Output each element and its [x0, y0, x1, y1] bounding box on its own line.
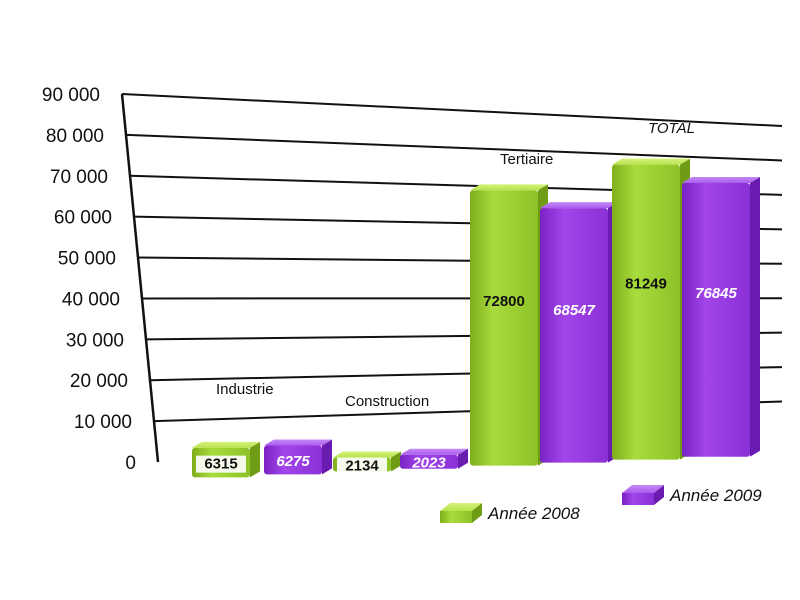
- bar-top-face: [400, 448, 468, 455]
- legend-label: Année 2008: [487, 504, 580, 523]
- y-tick-label: 90 000: [42, 85, 100, 106]
- bar-3-0: 81249: [612, 158, 690, 460]
- category-label: Construction: [345, 393, 429, 410]
- legend-swatch-top: [440, 503, 482, 511]
- bar-top-face: [470, 184, 548, 191]
- bar-top-face: [333, 451, 401, 458]
- legend-swatch-side: [654, 485, 664, 505]
- value-label: 68547: [553, 302, 595, 319]
- bar-top-face: [682, 176, 760, 183]
- bar-front-face: [612, 164, 680, 460]
- category-label: TOTAL: [648, 120, 695, 137]
- bar-3-1: 76845: [682, 176, 760, 457]
- y-tick-label: 30 000: [66, 330, 124, 351]
- value-label: 2134: [345, 458, 379, 475]
- value-label: 6315: [204, 456, 237, 473]
- bar-front-face: [264, 445, 322, 475]
- value-label-backdrop: [196, 455, 246, 473]
- bar-side-face: [391, 451, 401, 472]
- legend-swatch: [622, 493, 654, 505]
- bar-side-face: [250, 441, 260, 478]
- y-tick-label: 20 000: [70, 371, 128, 392]
- legend: Année 2008 Année 2009: [440, 485, 762, 523]
- category-label: Industrie: [216, 381, 274, 398]
- y-axis: 0 10 000 20 000 30 000 40 000 50 000 60 000 70 …: [42, 85, 160, 474]
- bar-front-face: [540, 208, 608, 463]
- bar-side-face: [750, 176, 760, 457]
- legend-item-0: Année 2008: [440, 503, 580, 523]
- y-tick-label: 80 000: [46, 126, 104, 147]
- legend-label: Année 2009: [669, 486, 762, 505]
- y-tick-label: 40 000: [62, 289, 120, 310]
- bar-top-face: [264, 439, 332, 446]
- legend-swatch: [440, 511, 472, 523]
- y-tick-label: 60 000: [54, 208, 112, 229]
- y-axis-line: [120, 93, 160, 463]
- value-label-backdrop: [337, 457, 387, 475]
- legend-item-1: Année 2009: [622, 485, 762, 505]
- gridlines: [121, 93, 783, 423]
- bar-front-face: [682, 182, 750, 457]
- bar-front-face: [400, 454, 458, 469]
- bar-top-face: [540, 202, 618, 209]
- value-label: 81249: [625, 276, 667, 293]
- gridline: [121, 93, 783, 127]
- bar-front-face: [470, 190, 538, 466]
- bar-top-face: [192, 441, 260, 448]
- y-tick-label: 50 000: [58, 249, 116, 270]
- legend-swatch-top: [622, 485, 664, 493]
- legend-swatch-side: [472, 503, 482, 523]
- bar-0-1: 6275: [264, 439, 332, 475]
- value-label: 6275: [276, 453, 310, 470]
- bar-2-1: 68547: [540, 202, 618, 463]
- y-tick-label: 0: [125, 453, 136, 474]
- bars: 6315 6275 Industrie 2134 2023 Construction 728…: [192, 120, 760, 478]
- bar-0-0: 6315: [192, 441, 260, 478]
- bar-2-0: 72800: [470, 184, 548, 466]
- bar-side-face: [458, 448, 468, 469]
- bar-top-face: [612, 158, 690, 165]
- gridline: [125, 133, 783, 162]
- bar-side-face: [322, 439, 332, 475]
- bar-1-1: 2023: [400, 448, 468, 472]
- y-tick-label: 10 000: [74, 412, 132, 433]
- value-label: 72800: [483, 293, 525, 310]
- category-label: Tertiaire: [500, 151, 553, 168]
- value-label: 76845: [695, 285, 737, 302]
- bar-1-0: 2134: [333, 451, 401, 475]
- y-tick-label: 70 000: [50, 167, 108, 188]
- value-label: 2023: [411, 455, 446, 472]
